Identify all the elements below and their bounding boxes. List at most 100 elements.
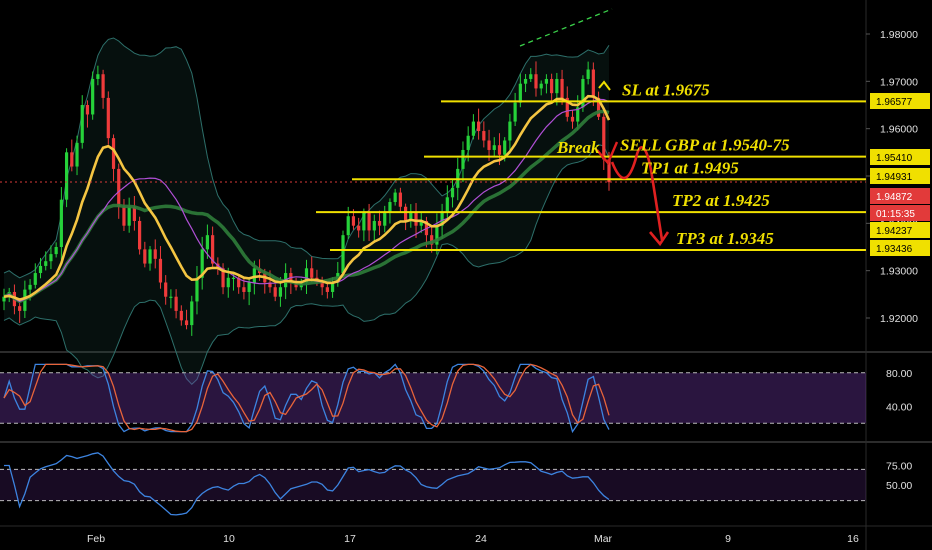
candle bbox=[565, 86, 569, 122]
candle-body bbox=[398, 192, 402, 207]
candle bbox=[513, 92, 517, 127]
candle bbox=[398, 187, 402, 213]
candle-body bbox=[560, 78, 564, 98]
candle-body bbox=[346, 216, 350, 236]
candle bbox=[96, 65, 100, 86]
time-axis[interactable]: Feb 10 17 24 Mar 9 16 bbox=[87, 533, 859, 545]
price-tick-label: 1.96000 bbox=[880, 124, 918, 136]
candle bbox=[471, 114, 475, 140]
candle-body bbox=[576, 107, 580, 122]
candle bbox=[310, 256, 314, 283]
candle bbox=[440, 203, 444, 239]
candle-body bbox=[91, 78, 95, 115]
candle-body bbox=[101, 74, 105, 98]
candle-body bbox=[539, 83, 543, 89]
candle-body bbox=[174, 296, 178, 311]
candle-body bbox=[164, 282, 168, 297]
candle-body bbox=[127, 206, 131, 226]
candle-body bbox=[18, 306, 22, 311]
price-tag-label: 1.95410 bbox=[876, 153, 913, 164]
candle-body bbox=[445, 197, 449, 212]
candle-body bbox=[148, 249, 152, 264]
candle bbox=[534, 61, 538, 97]
sl-marker bbox=[598, 80, 611, 91]
candle bbox=[523, 74, 528, 93]
time-tick-label: Feb bbox=[87, 533, 105, 545]
osc-line-signal bbox=[3, 363, 610, 433]
candle bbox=[602, 113, 606, 170]
candle-body bbox=[132, 206, 136, 221]
candle-body bbox=[555, 78, 559, 94]
candle-body bbox=[388, 202, 392, 212]
price-tag-box bbox=[870, 149, 930, 165]
osc-tick-label: 75.00 bbox=[886, 461, 912, 473]
candle bbox=[403, 203, 408, 231]
time-tick-label: Mar bbox=[594, 533, 613, 545]
candle-body bbox=[461, 149, 465, 169]
candle bbox=[169, 289, 173, 309]
stochastic-panel: 80.00 40.00 bbox=[0, 363, 912, 434]
candle-body bbox=[268, 282, 272, 288]
candle-body bbox=[138, 220, 142, 250]
price-tag-box bbox=[870, 168, 930, 184]
candle-body bbox=[523, 78, 528, 84]
candle bbox=[75, 135, 79, 176]
candle bbox=[508, 113, 512, 154]
candle-body bbox=[231, 277, 236, 279]
candle bbox=[388, 198, 392, 224]
candle bbox=[461, 141, 465, 183]
forecast-arrowhead bbox=[649, 231, 670, 247]
candle-body bbox=[341, 235, 345, 274]
candle bbox=[419, 212, 423, 233]
candle-body bbox=[544, 78, 549, 84]
candle bbox=[85, 100, 90, 128]
candle bbox=[127, 197, 131, 233]
candle bbox=[148, 246, 152, 271]
candle bbox=[550, 73, 554, 104]
candle-body bbox=[117, 168, 121, 207]
candle bbox=[377, 210, 382, 236]
candle-body bbox=[205, 235, 210, 250]
candle-body bbox=[586, 69, 590, 79]
price-axis[interactable]: 1.980001.970001.960001.950001.940001.930… bbox=[866, 29, 918, 325]
candle bbox=[492, 137, 496, 158]
candle bbox=[18, 302, 22, 323]
candle-body bbox=[482, 131, 486, 141]
candle bbox=[357, 217, 361, 238]
price-tick-label: 1.97000 bbox=[880, 76, 918, 88]
candle-body bbox=[450, 187, 455, 198]
level-label: TP1 at 1.9495 bbox=[641, 158, 739, 177]
candle-body bbox=[367, 211, 371, 231]
candle bbox=[179, 305, 183, 326]
price-tag-box bbox=[870, 188, 930, 204]
candle bbox=[91, 71, 95, 120]
candle bbox=[596, 91, 601, 120]
candle-body bbox=[581, 78, 585, 108]
osc-band bbox=[0, 469, 866, 501]
candle-body bbox=[54, 246, 58, 255]
candle-body bbox=[179, 310, 183, 321]
candle bbox=[44, 251, 48, 271]
candle-body bbox=[310, 268, 314, 278]
candle-body bbox=[80, 104, 84, 143]
candle-body bbox=[351, 216, 356, 226]
price-tag-box bbox=[870, 222, 930, 238]
price-tags: 1.96577 1.95410 1.94931 1.94872 01:15:35 1.94… bbox=[870, 93, 930, 256]
time-tick-label: 24 bbox=[475, 533, 487, 545]
candle-body bbox=[440, 211, 444, 226]
break-arrow bbox=[596, 141, 619, 166]
candle bbox=[2, 288, 6, 311]
candle-body bbox=[565, 97, 569, 117]
candle-body bbox=[503, 140, 507, 155]
candle bbox=[200, 236, 204, 290]
candle-body bbox=[252, 268, 256, 283]
candle-body bbox=[64, 152, 69, 200]
candle bbox=[38, 257, 43, 279]
candle bbox=[430, 225, 434, 253]
candle-body bbox=[278, 287, 283, 297]
candle-body bbox=[591, 69, 595, 98]
candle-body bbox=[596, 97, 601, 117]
